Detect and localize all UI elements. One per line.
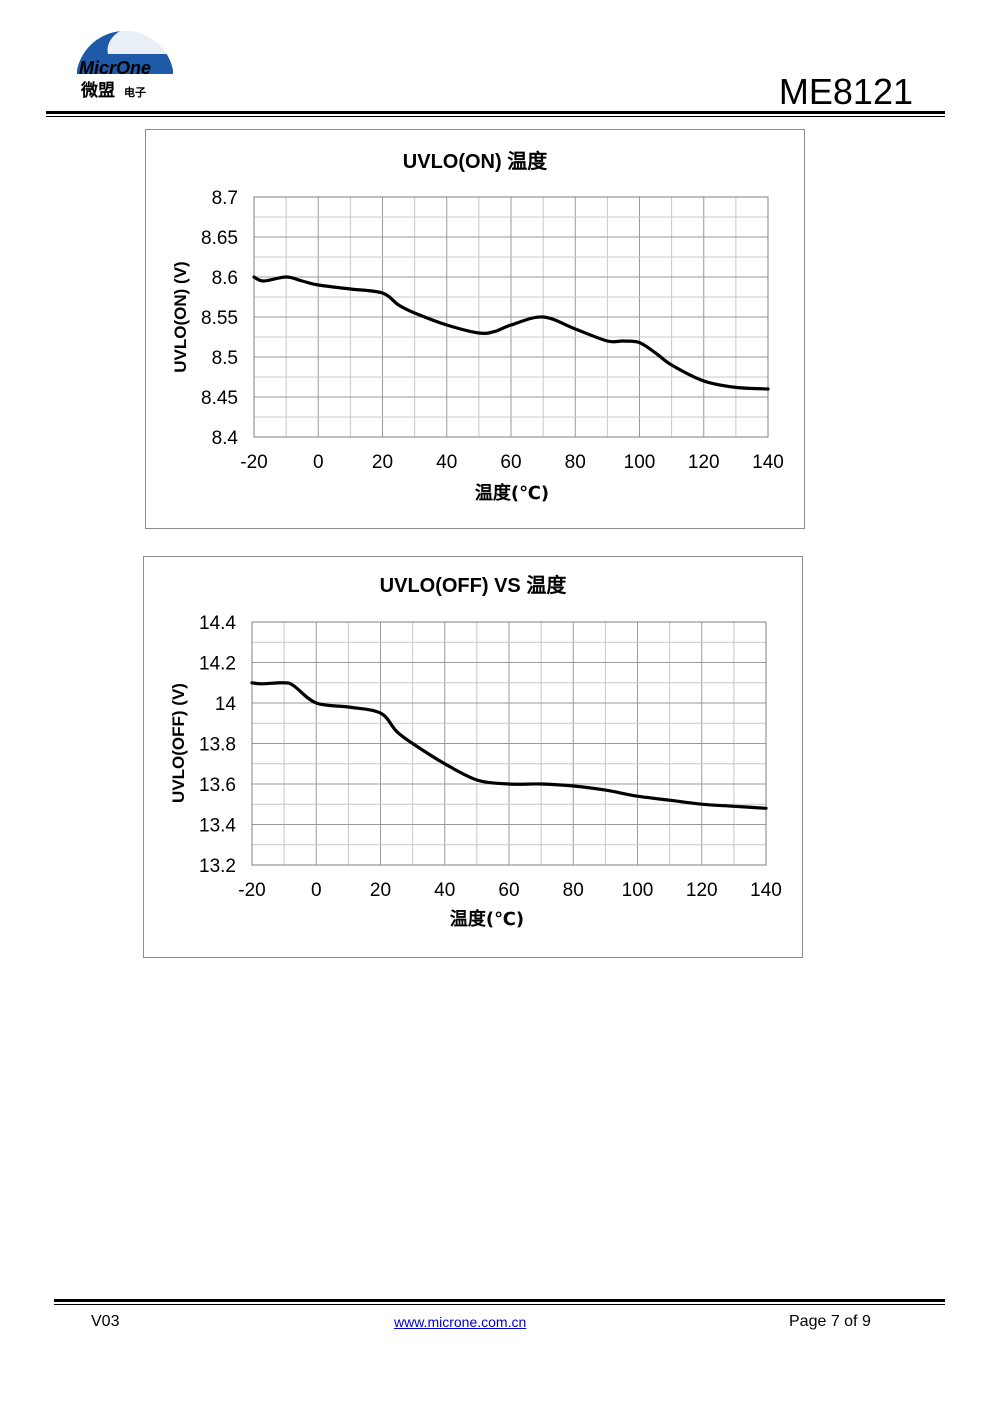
footer-page-number: Page 7 of 9 [789,1313,871,1330]
y-axis-label: UVLO(OFF) (V) [169,683,188,803]
y-tick-label: 8.7 [212,188,238,209]
x-tick-label: 100 [622,880,654,901]
y-tick-label: 13.2 [199,856,236,877]
header-rule-thin [46,116,945,117]
y-tick-label: 8.6 [212,268,238,289]
y-tick-label: 13.4 [199,816,236,837]
y-tick-label: 8.65 [201,228,238,249]
x-tick-label: -20 [240,452,267,473]
footer-rule-thin [54,1304,945,1305]
x-tick-label: 80 [563,880,584,901]
x-tick-label: 60 [498,880,519,901]
plot-area [251,621,767,866]
footer-website-link[interactable]: www.microne.com.cn [394,1314,527,1330]
logo-cn: 微盟 [80,80,115,101]
y-tick-label: 8.5 [212,348,238,369]
footer-version: V03 [91,1313,120,1330]
x-tick-label: 100 [624,452,656,473]
x-tick-label: 140 [750,880,782,901]
y-tick-label: 8.4 [212,428,239,449]
y-tick-label: 14.4 [199,613,236,634]
x-tick-label: 20 [372,452,393,473]
x-tick-label: 80 [565,452,586,473]
series-line [252,275,770,391]
chart-uvlo-off-svg: UVLO(OFF) VS 温度 -20 0 20 40 60 80 100 120 140 14.… [169,573,782,930]
x-tick-label: 140 [752,452,784,473]
y-tick-label: 13.6 [199,775,236,796]
y-tick-label: 8.55 [201,308,238,329]
x-tick-label: 60 [500,452,521,473]
y-tick-label: 14 [215,694,237,715]
x-tick-label: 0 [311,880,322,901]
x-tick-label: 120 [686,880,718,901]
logo-text: MicrOne [79,58,151,78]
x-tick-label: 20 [370,880,391,901]
x-tick-label: 40 [434,880,455,901]
y-axis-label: UVLO(ON) (V) [171,261,190,372]
chart-uvlo-off: UVLO(OFF) VS 温度 -20 0 20 40 60 80 100 120 140 14.… [143,556,803,958]
document-id: ME8121 [778,71,913,112]
chart-title: UVLO(ON) 温度 [403,149,548,173]
chart-title: UVLO(OFF) VS 温度 [380,573,568,597]
x-tick-label: 120 [688,452,720,473]
y-tick-label: 13.8 [199,735,236,756]
microne-logo: MicrOne 微盟 电子 [74,14,184,104]
x-tick-label: 40 [436,452,457,473]
plot-area [253,196,769,438]
x-axis-label: 温度(℃) [475,482,549,504]
y-tick-label: 8.45 [201,388,238,409]
chart-uvlo-on-svg: UVLO(ON) 温度 -20 0 20 40 60 80 100 120 140 8.7 8.65… [171,149,784,504]
series-line [250,681,768,810]
x-tick-label: 0 [313,452,324,473]
logo-cn-small: 电子 [124,85,146,99]
x-axis-label: 温度(℃) [450,908,524,930]
y-tick-label: 14.2 [199,654,236,675]
header-rule [46,111,945,114]
x-tick-label: -20 [238,880,265,901]
chart-uvlo-on: UVLO(ON) 温度 -20 0 20 40 60 80 100 120 140 8.7 8.65… [145,129,805,529]
footer-rule [54,1299,945,1302]
